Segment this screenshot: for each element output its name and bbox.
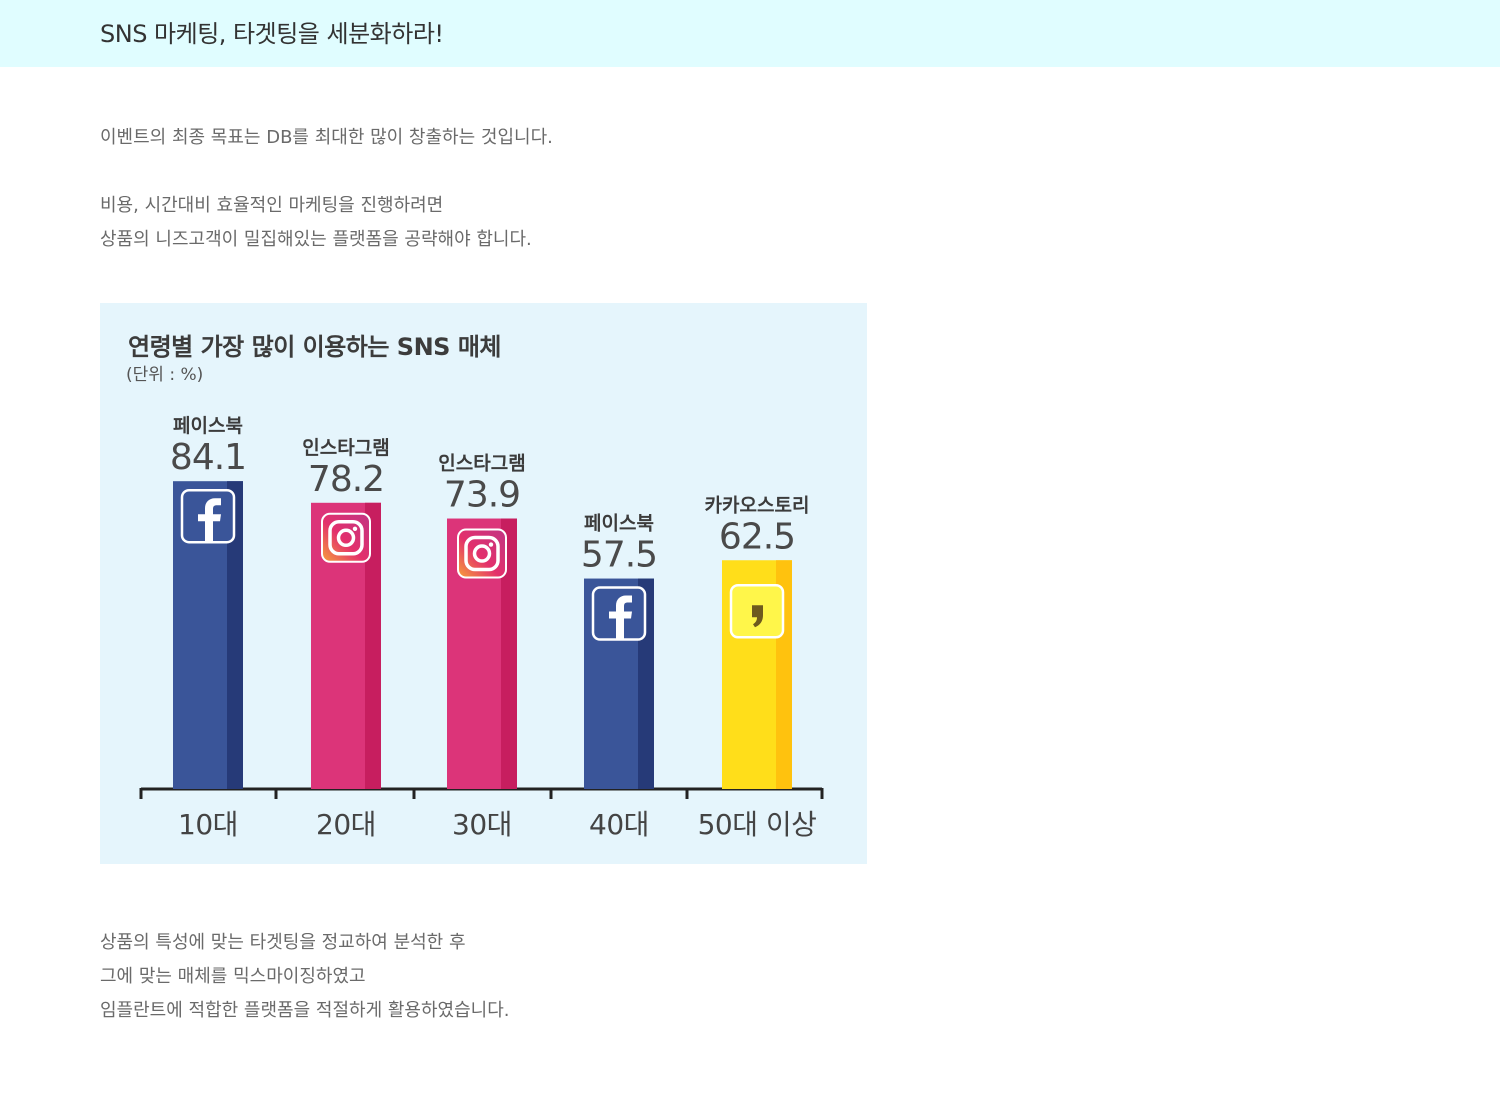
platform-label: 페이스북 — [173, 415, 243, 437]
value-label: 62.5 — [719, 516, 795, 557]
facebook-icon — [591, 586, 647, 641]
platform-label: 페이스북 — [584, 513, 654, 535]
kakaostory-icon — [729, 584, 785, 639]
value-label: 57.5 — [581, 535, 657, 576]
category-label: 50대 이상 — [698, 808, 817, 841]
outro-paragraph: 상품의 특성에 맞는 타겟팅을 정교하여 분석한 후 그에 맞는 매체를 믹스마… — [100, 926, 510, 1028]
category-label: 20대 — [316, 808, 376, 841]
intro-line-1: 이벤트의 최종 목표는 DB를 최대한 많이 창출하는 것입니다. — [100, 127, 553, 148]
chart-panel: 연령별 가장 많이 이용하는 SNS 매체 (단위 : %) 84.1 페이스북 1… — [100, 303, 867, 864]
chart-title: 연령별 가장 많이 이용하는 SNS 매체 — [128, 333, 501, 361]
platform-label: 인스타그램 — [302, 437, 389, 459]
category-label: 10대 — [178, 808, 238, 841]
intro-paragraph: 이벤트의 최종 목표는 DB를 최대한 많이 창출하는 것입니다. — [100, 121, 553, 155]
category-label: 40대 — [589, 808, 649, 841]
outro-line-2: 그에 맞는 매체를 믹스마이징하였고 — [100, 966, 366, 987]
value-label: 84.1 — [170, 437, 246, 478]
page-title: SNS 마케팅, 타겟팅을 세분화하라! — [100, 20, 444, 48]
outro-line-3: 임플란트에 적합한 플랫폼을 적절하게 활용하였습니다. — [100, 1000, 510, 1021]
bar-side — [365, 502, 381, 789]
chart-unit-label: (단위 : %) — [126, 365, 204, 385]
bar-side — [501, 518, 517, 789]
intro-line-3: 상품의 니즈고객이 밀집해있는 플랫폼을 공략해야 합니다. — [100, 229, 532, 250]
intro-line-2: 비용, 시간대비 효율적인 마케팅을 진행하려면 — [100, 195, 444, 216]
instagram-icon — [321, 512, 371, 563]
intro-paragraph-2: 비용, 시간대비 효율적인 마케팅을 진행하려면 상품의 니즈고객이 밀집해있는… — [100, 189, 532, 257]
value-label: 73.9 — [444, 475, 520, 516]
bar-chart: 84.1페이스북10대78.2인스타그램20대73.9인스타그램30대57.5페… — [139, 415, 824, 841]
platform-label: 카카오스토리 — [705, 494, 810, 516]
top-banner: SNS 마케팅, 타겟팅을 세분화하라! — [0, 0, 1500, 67]
bar-side — [227, 481, 243, 789]
platform-label: 인스타그램 — [438, 453, 525, 475]
category-label: 30대 — [452, 808, 512, 841]
instagram-icon — [457, 528, 507, 579]
value-label: 78.2 — [308, 459, 384, 500]
outro-line-1: 상품의 특성에 맞는 타겟팅을 정교하여 분석한 후 — [100, 932, 466, 953]
facebook-icon — [180, 488, 236, 544]
